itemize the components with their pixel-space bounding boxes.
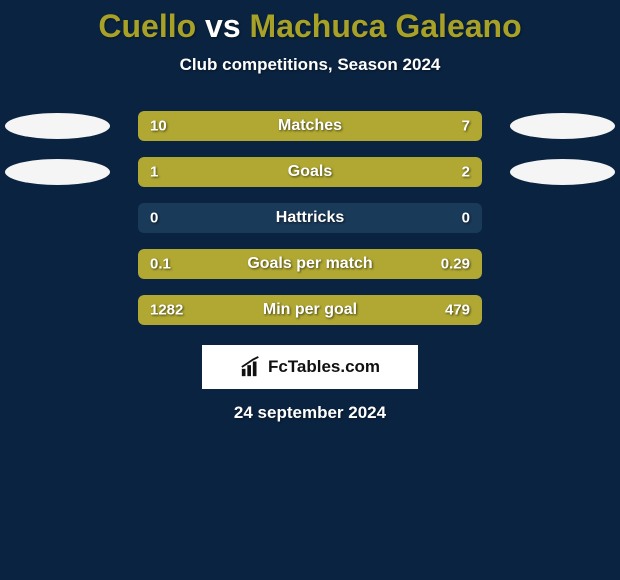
comparison-rows: 10 7 Matches 1 2 Goals 0 0 Hattricks 0.1 0.29 Goals… [0, 111, 620, 325]
spacer [5, 251, 110, 277]
stat-value-right: 7 [462, 118, 470, 135]
stat-value-right: 479 [445, 302, 470, 319]
stat-label: Goals per match [247, 255, 372, 273]
date-text: 24 september 2024 [0, 403, 620, 423]
spacer [5, 297, 110, 323]
stat-value-left: 0.1 [150, 256, 171, 273]
spacer [510, 297, 615, 323]
stat-row: 0.1 0.29 Goals per match [0, 249, 620, 279]
container: Cuello vs Machuca Galeano Club competiti… [0, 0, 620, 423]
stat-bar: 0.1 0.29 Goals per match [138, 249, 482, 279]
stat-bar: 10 7 Matches [138, 111, 482, 141]
stat-row: 1 2 Goals [0, 157, 620, 187]
team-badge-right [510, 113, 615, 139]
brand-text: FcTables.com [268, 357, 380, 377]
stat-value-left: 10 [150, 118, 167, 135]
stat-row: 0 0 Hattricks [0, 203, 620, 233]
stat-row: 10 7 Matches [0, 111, 620, 141]
vs-text: vs [205, 8, 241, 44]
spacer [5, 205, 110, 231]
stat-value-right: 0.29 [441, 256, 470, 273]
stat-label: Matches [278, 117, 342, 135]
team-badge-left [5, 113, 110, 139]
stat-label: Goals [288, 163, 332, 181]
subtitle: Club competitions, Season 2024 [0, 55, 620, 75]
stat-row: 1282 479 Min per goal [0, 295, 620, 325]
spacer [510, 205, 615, 231]
stat-bar: 0 0 Hattricks [138, 203, 482, 233]
spacer [510, 251, 615, 277]
stat-value-right: 2 [462, 164, 470, 181]
team-badge-right [510, 159, 615, 185]
stat-label: Min per goal [263, 301, 357, 319]
player2-name: Machuca Galeano [250, 8, 522, 44]
stat-bar: 1282 479 Min per goal [138, 295, 482, 325]
team-badge-left [5, 159, 110, 185]
stat-bar: 1 2 Goals [138, 157, 482, 187]
stat-label: Hattricks [276, 209, 344, 227]
page-title: Cuello vs Machuca Galeano [0, 8, 620, 45]
stat-value-right: 0 [462, 210, 470, 227]
brand-badge: FcTables.com [202, 345, 418, 389]
player1-name: Cuello [98, 8, 196, 44]
stat-value-left: 1 [150, 164, 158, 181]
chart-icon [240, 356, 262, 378]
stat-value-left: 0 [150, 210, 158, 227]
stat-value-left: 1282 [150, 302, 183, 319]
